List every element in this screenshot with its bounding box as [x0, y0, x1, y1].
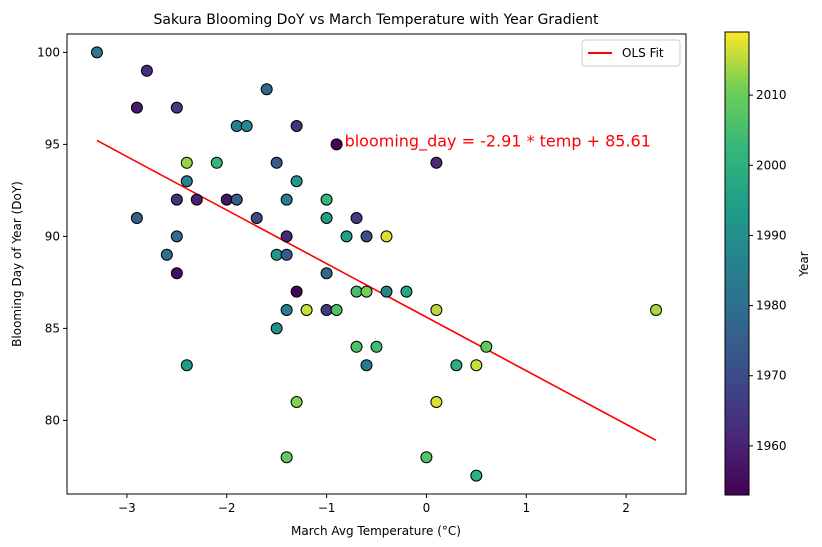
- y-tick-label: 85: [45, 321, 60, 335]
- data-point: [130, 101, 143, 114]
- regression-annotation: blooming_day = -2.91 * temp + 85.61: [345, 131, 651, 151]
- data-point: [420, 451, 433, 464]
- y-axis-label: Blooming Day of Year (DoY): [10, 181, 24, 347]
- data-point: [470, 359, 483, 372]
- colorbar-tick-label: 1970: [756, 369, 787, 383]
- x-axis-label: March Avg Temperature (°C): [291, 524, 461, 538]
- colorbar-tick-label: 1960: [756, 439, 787, 453]
- legend: OLS Fit: [581, 39, 681, 67]
- data-point: [280, 304, 293, 316]
- x-tick-label: 0: [423, 501, 431, 515]
- x-tick-label: −1: [318, 501, 336, 515]
- data-point: [230, 120, 243, 132]
- data-point: [180, 359, 193, 372]
- data-point: [270, 156, 283, 169]
- colorbar-tick-label: 2010: [756, 88, 787, 102]
- colorbar: 1960 1970 1980 1990 2000 2010 Year: [724, 31, 811, 496]
- x-axis: −3 −2 −1 0 1 2: [118, 494, 630, 515]
- colorbar-tick-label: 1980: [756, 299, 787, 313]
- data-point: [340, 230, 353, 243]
- data-point: [450, 359, 463, 372]
- data-point: [470, 469, 483, 482]
- data-point: [160, 248, 173, 261]
- data-point: [210, 156, 223, 169]
- data-point: [290, 285, 303, 298]
- y-tick-label: 90: [45, 229, 60, 243]
- data-point: [360, 285, 373, 298]
- x-tick-label: −3: [118, 501, 136, 515]
- y-tick-label: 80: [45, 413, 60, 427]
- colorbar-tick-label: 1990: [756, 228, 787, 242]
- data-point: [180, 156, 193, 169]
- data-point: [430, 396, 443, 408]
- data-point: [380, 285, 393, 298]
- data-point: [130, 212, 143, 224]
- data-point: [260, 83, 273, 96]
- data-point: [320, 304, 333, 316]
- data-point: [170, 101, 183, 114]
- legend-box: [581, 39, 681, 67]
- data-point: [350, 212, 363, 224]
- data-point: [650, 304, 663, 316]
- data-point: [350, 340, 363, 353]
- data-point: [370, 340, 383, 353]
- fit-line-layer: [96, 139, 657, 442]
- data-point: [330, 304, 343, 316]
- legend-label-ols-fit: OLS Fit: [622, 46, 664, 60]
- data-point: [290, 120, 303, 132]
- points-layer: [90, 46, 663, 482]
- ols-fit-line: [96, 139, 657, 442]
- data-point: [140, 64, 153, 77]
- data-point: [290, 396, 303, 408]
- y-tick-label: 100: [37, 45, 60, 59]
- data-point: [270, 248, 283, 261]
- data-point: [380, 230, 393, 243]
- data-point: [430, 304, 443, 316]
- data-point: [230, 193, 243, 206]
- data-point: [320, 193, 333, 206]
- data-point: [360, 359, 373, 372]
- data-point: [270, 322, 283, 335]
- data-point: [280, 451, 293, 464]
- data-point: [170, 193, 183, 206]
- data-point: [300, 304, 313, 316]
- data-point: [170, 267, 183, 280]
- data-point: [180, 175, 193, 188]
- colorbar-ticks: 1960 1970 1980 1990 2000 2010: [749, 88, 787, 453]
- data-point: [240, 120, 253, 132]
- plot-area: [66, 33, 687, 495]
- data-point: [400, 285, 413, 298]
- data-point: [280, 230, 293, 243]
- x-tick-label: 1: [522, 501, 530, 515]
- data-point: [290, 175, 303, 188]
- data-point: [280, 193, 293, 206]
- x-tick-label: 2: [622, 501, 630, 515]
- colorbar-gradient: [724, 31, 750, 496]
- y-tick-label: 95: [45, 137, 60, 151]
- data-point: [480, 340, 493, 353]
- data-point: [220, 193, 233, 206]
- data-point: [280, 248, 293, 261]
- chart-title: Sakura Blooming DoY vs March Temperature…: [154, 12, 599, 28]
- data-point: [430, 156, 443, 169]
- y-axis: 80 85 90 95 100: [37, 45, 67, 427]
- data-point: [330, 138, 343, 151]
- data-point: [90, 46, 103, 59]
- data-point: [190, 193, 203, 206]
- data-point: [320, 267, 333, 280]
- colorbar-tick-label: 2000: [756, 158, 787, 172]
- data-point: [360, 230, 373, 243]
- data-point: [170, 230, 183, 243]
- data-point: [250, 212, 263, 224]
- data-point: [350, 285, 363, 298]
- data-point: [320, 212, 333, 224]
- x-tick-label: −2: [218, 501, 236, 515]
- colorbar-label: Year: [797, 251, 811, 277]
